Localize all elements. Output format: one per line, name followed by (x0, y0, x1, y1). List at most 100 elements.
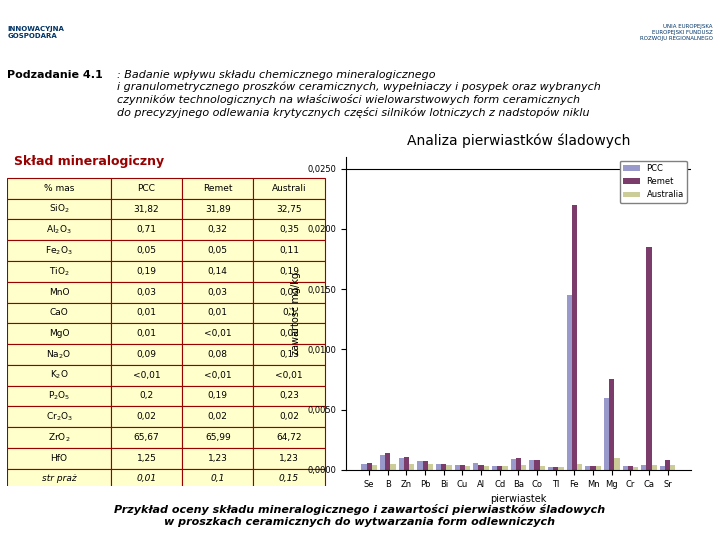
FancyBboxPatch shape (253, 406, 325, 427)
Text: 0,1: 0,1 (211, 475, 225, 483)
X-axis label: pierwiastek: pierwiastek (490, 494, 546, 504)
Bar (366, 463, 372, 470)
FancyBboxPatch shape (182, 199, 253, 219)
Text: ZrO$_2$: ZrO$_2$ (48, 431, 71, 444)
Text: 0,01: 0,01 (137, 329, 156, 338)
Text: 1,23: 1,23 (208, 454, 228, 463)
FancyBboxPatch shape (253, 323, 325, 344)
Text: INNOWACYJNA
GOSPODARA: INNOWACYJNA GOSPODARA (7, 26, 64, 39)
FancyBboxPatch shape (253, 219, 325, 240)
Text: MgO: MgO (49, 329, 69, 338)
FancyBboxPatch shape (182, 406, 253, 427)
Text: UNIA EUROPEJSKA
EUROPEJSKI FUNDUSZ
ROZWOJU REGIONALNEGO: UNIA EUROPEJSKA EUROPEJSKI FUNDUSZ ROZWO… (640, 24, 713, 40)
Bar (460, 465, 465, 470)
Text: HfO: HfO (50, 454, 68, 463)
FancyBboxPatch shape (7, 282, 111, 302)
FancyBboxPatch shape (7, 365, 111, 386)
Text: Podzadanie 4.1: Podzadanie 4.1 (7, 70, 103, 80)
Text: Remet: Remet (203, 184, 233, 193)
Bar (590, 466, 595, 470)
Text: Australi: Australi (271, 184, 307, 193)
FancyBboxPatch shape (7, 344, 111, 365)
Text: 32,75: 32,75 (276, 205, 302, 214)
FancyBboxPatch shape (253, 282, 325, 302)
Bar (642, 465, 647, 470)
FancyBboxPatch shape (7, 406, 111, 427)
Text: P$_2$O$_5$: P$_2$O$_5$ (48, 390, 71, 402)
Bar (670, 465, 675, 470)
Bar (423, 461, 428, 470)
Text: 0,09: 0,09 (137, 350, 156, 359)
FancyBboxPatch shape (253, 178, 325, 199)
Bar (614, 458, 619, 470)
Text: TiO$_2$: TiO$_2$ (49, 265, 69, 278)
FancyBboxPatch shape (7, 448, 111, 469)
FancyBboxPatch shape (111, 344, 182, 365)
FancyBboxPatch shape (111, 386, 182, 406)
Text: <0,01: <0,01 (132, 370, 161, 380)
Text: Fe$_2$O$_3$: Fe$_2$O$_3$ (45, 245, 73, 257)
Bar (399, 458, 404, 470)
Text: 64,72: 64,72 (276, 433, 302, 442)
Text: 0,01: 0,01 (137, 308, 156, 318)
Text: 1,25: 1,25 (137, 454, 156, 463)
Text: 65,67: 65,67 (134, 433, 159, 442)
Text: 0,14: 0,14 (208, 267, 228, 276)
Bar (380, 455, 385, 470)
Bar (567, 295, 572, 470)
Bar (540, 466, 545, 470)
Text: Na$_2$O: Na$_2$O (47, 348, 71, 361)
Bar (660, 466, 665, 470)
Text: str praż: str praż (42, 475, 76, 483)
Text: Al$_2$O$_3$: Al$_2$O$_3$ (46, 224, 72, 236)
Text: 0,03: 0,03 (137, 288, 156, 296)
FancyBboxPatch shape (182, 344, 253, 365)
Text: 0,35: 0,35 (279, 225, 299, 234)
Text: 31,82: 31,82 (134, 205, 159, 214)
Bar (409, 464, 414, 470)
FancyBboxPatch shape (111, 261, 182, 282)
Bar (595, 466, 601, 470)
FancyBboxPatch shape (253, 427, 325, 448)
FancyBboxPatch shape (182, 240, 253, 261)
FancyBboxPatch shape (111, 240, 182, 261)
FancyBboxPatch shape (182, 469, 253, 489)
FancyBboxPatch shape (182, 261, 253, 282)
FancyBboxPatch shape (7, 323, 111, 344)
FancyBboxPatch shape (111, 406, 182, 427)
Text: Przykład oceny składu mineralogicznego i zawartości pierwiastków śladowych
w pro: Przykład oceny składu mineralogicznego i… (114, 504, 606, 527)
FancyBboxPatch shape (182, 427, 253, 448)
Text: 0,19: 0,19 (208, 392, 228, 401)
FancyBboxPatch shape (111, 469, 182, 489)
FancyBboxPatch shape (253, 302, 325, 323)
Bar (441, 464, 446, 470)
Text: PCC: PCC (138, 184, 156, 193)
Text: 0,11: 0,11 (279, 246, 299, 255)
Text: 0,2: 0,2 (140, 392, 153, 401)
FancyBboxPatch shape (253, 199, 325, 219)
Bar (609, 380, 614, 470)
Text: % mas: % mas (44, 184, 74, 193)
FancyBboxPatch shape (253, 261, 325, 282)
FancyBboxPatch shape (253, 386, 325, 406)
FancyBboxPatch shape (7, 199, 111, 219)
Text: 0,01: 0,01 (208, 308, 228, 318)
FancyBboxPatch shape (7, 240, 111, 261)
Bar (516, 458, 521, 470)
Bar (572, 205, 577, 470)
Text: : Badanie wpływu składu chemicznego mineralogicznego
i granulometrycznego proszk: : Badanie wpływu składu chemicznego mine… (117, 70, 600, 118)
FancyBboxPatch shape (182, 386, 253, 406)
FancyBboxPatch shape (253, 448, 325, 469)
Bar (647, 247, 652, 470)
Bar (465, 466, 470, 470)
Bar (529, 460, 534, 470)
Bar (497, 466, 503, 470)
Text: 1,23: 1,23 (279, 454, 299, 463)
FancyBboxPatch shape (7, 261, 111, 282)
Text: 0,15: 0,15 (279, 475, 299, 483)
FancyBboxPatch shape (7, 178, 111, 199)
Text: 0,19: 0,19 (279, 267, 299, 276)
Bar (585, 466, 590, 470)
FancyBboxPatch shape (111, 323, 182, 344)
Text: 0,19: 0,19 (137, 267, 156, 276)
